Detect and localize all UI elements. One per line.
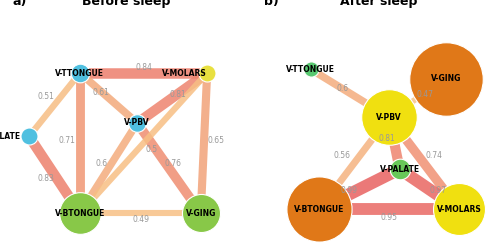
Text: 0.83: 0.83 bbox=[38, 174, 54, 183]
Text: V-PALATE: V-PALATE bbox=[0, 132, 20, 141]
Text: V-MOLARS: V-MOLARS bbox=[162, 68, 207, 78]
Text: 0.81: 0.81 bbox=[169, 90, 186, 99]
Text: V-TTONGUE: V-TTONGUE bbox=[286, 65, 335, 74]
Text: a): a) bbox=[12, 0, 26, 8]
Text: V-PALATE: V-PALATE bbox=[380, 165, 420, 174]
Text: 0.95: 0.95 bbox=[380, 213, 398, 222]
Text: V-GING: V-GING bbox=[431, 74, 462, 83]
Text: V-PBV: V-PBV bbox=[124, 119, 150, 127]
Point bbox=[197, 211, 205, 215]
Point bbox=[76, 211, 84, 215]
Text: b): b) bbox=[264, 0, 279, 8]
Text: 0.76: 0.76 bbox=[164, 159, 182, 168]
Point bbox=[396, 167, 404, 171]
Text: 0.74: 0.74 bbox=[425, 151, 442, 160]
Point bbox=[76, 71, 84, 75]
Text: 0.99: 0.99 bbox=[340, 186, 357, 195]
Point bbox=[25, 134, 33, 138]
Point bbox=[455, 207, 463, 211]
Point bbox=[306, 67, 314, 71]
Text: V-PBV: V-PBV bbox=[376, 113, 402, 122]
Text: Before sleep: Before sleep bbox=[82, 0, 171, 8]
Text: 0.5: 0.5 bbox=[146, 145, 158, 154]
Text: 0.97: 0.97 bbox=[430, 186, 446, 195]
Text: 0.81: 0.81 bbox=[378, 134, 396, 143]
Text: 0.61: 0.61 bbox=[92, 88, 110, 97]
Text: After sleep: After sleep bbox=[340, 0, 417, 8]
Text: V-BTONGUE: V-BTONGUE bbox=[55, 209, 105, 218]
Text: 0.65: 0.65 bbox=[207, 136, 224, 145]
Text: 0.49: 0.49 bbox=[133, 214, 150, 224]
Point bbox=[442, 77, 450, 81]
Text: 0.71: 0.71 bbox=[59, 136, 76, 145]
Point bbox=[315, 207, 323, 211]
Text: V-TTONGUE: V-TTONGUE bbox=[56, 68, 104, 78]
Point bbox=[133, 121, 141, 125]
Text: 0.47: 0.47 bbox=[416, 90, 434, 99]
Point bbox=[203, 71, 211, 75]
Text: V-MOLARS: V-MOLARS bbox=[436, 205, 482, 214]
Text: 0.6: 0.6 bbox=[95, 159, 107, 168]
Text: 0.6: 0.6 bbox=[336, 84, 348, 93]
Text: V-GING: V-GING bbox=[186, 209, 216, 218]
Text: V-BTONGUE: V-BTONGUE bbox=[294, 205, 344, 214]
Point bbox=[385, 115, 393, 119]
Text: 0.51: 0.51 bbox=[38, 92, 54, 101]
Text: 0.56: 0.56 bbox=[334, 151, 351, 160]
Text: 0.84: 0.84 bbox=[135, 63, 152, 72]
